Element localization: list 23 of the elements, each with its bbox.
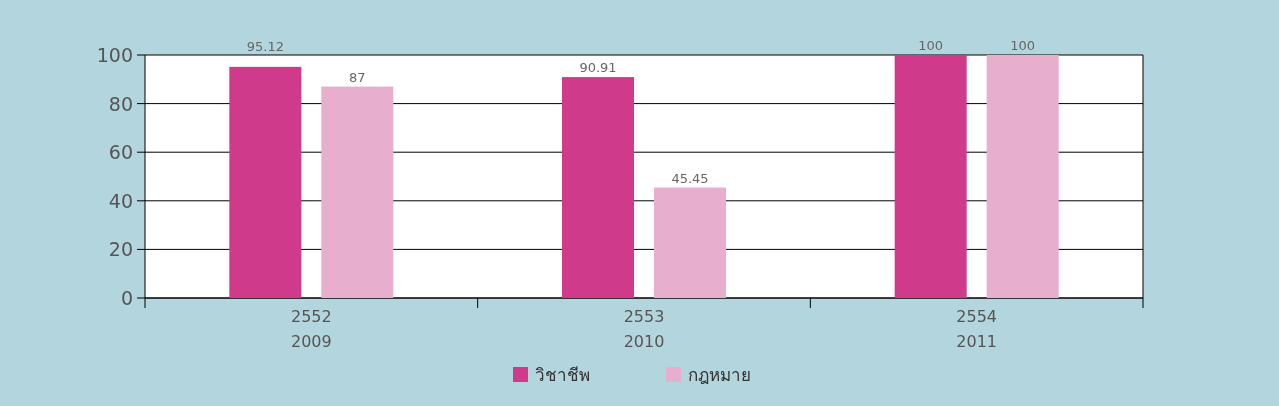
y-tick-label: 60 xyxy=(108,141,133,164)
y-tick-label: 40 xyxy=(108,189,133,212)
x-tick-label: 2553 2010 xyxy=(623,307,665,351)
legend-label: กฎหมาย xyxy=(688,365,751,385)
y-tick-label: 0 xyxy=(120,287,133,309)
data-label: 87 xyxy=(349,69,366,85)
y-tick-label: 80 xyxy=(108,92,133,115)
bar xyxy=(894,55,967,298)
data-label: 100 xyxy=(918,38,944,53)
data-label: 45.45 xyxy=(671,170,709,186)
data-label: 95.12 xyxy=(246,39,284,54)
y-tick-label: 100 xyxy=(96,44,133,66)
x-tick-label: 2552 2009 xyxy=(290,307,332,351)
bar xyxy=(562,77,634,298)
legend-label: วิชาชีพ xyxy=(535,365,590,385)
bar xyxy=(986,55,1059,298)
bar xyxy=(321,86,394,298)
data-label: 90.91 xyxy=(579,60,617,76)
bar xyxy=(229,66,302,298)
x-tick-label: 2554 2011 xyxy=(956,307,998,351)
data-label: 100 xyxy=(1010,38,1036,53)
y-tick-label: 20 xyxy=(108,238,133,261)
bar xyxy=(654,187,726,298)
